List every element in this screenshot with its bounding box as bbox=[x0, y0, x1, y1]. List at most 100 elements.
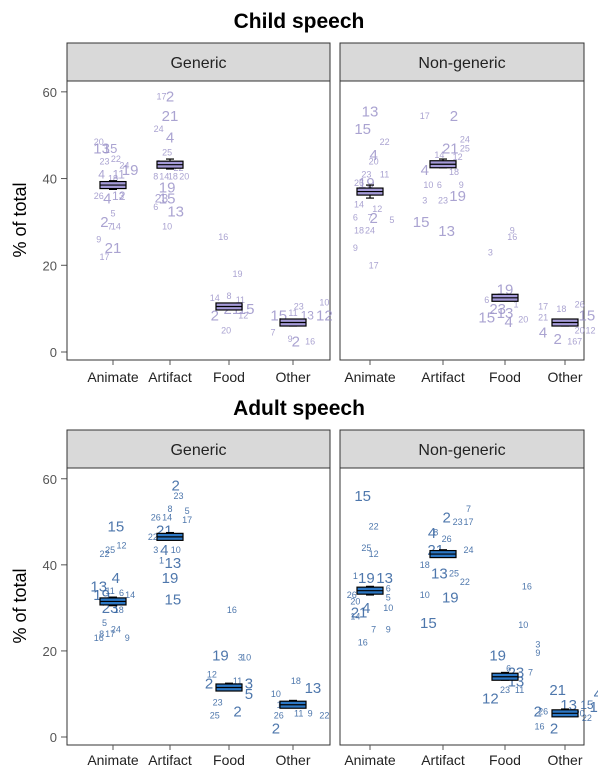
data-point-label: 20 bbox=[221, 325, 231, 335]
data-point-label: 8 bbox=[167, 504, 172, 514]
data-point-label: 24 bbox=[154, 124, 164, 134]
data-point-label: 10 bbox=[423, 180, 433, 190]
data-point-label: 20 bbox=[575, 325, 585, 335]
x-tick-label: Other bbox=[275, 369, 310, 385]
data-point-label: 13 bbox=[376, 570, 393, 587]
data-point-label: 2 bbox=[450, 108, 458, 125]
data-point-label: 19 bbox=[122, 162, 139, 179]
mean-box bbox=[156, 158, 184, 170]
y-axis-label: % of total bbox=[10, 568, 30, 643]
data-point-label: 9 bbox=[308, 708, 313, 718]
data-point-label: 21 bbox=[162, 108, 179, 125]
facet-strip bbox=[339, 42, 585, 82]
y-tick-label: 20 bbox=[43, 258, 57, 273]
data-point-label: 19 bbox=[358, 570, 375, 587]
data-point-label: 2 bbox=[369, 210, 377, 227]
x-tick-label: Animate bbox=[344, 369, 396, 385]
data-point-label: 18 bbox=[354, 226, 364, 236]
data-point-label: 9 bbox=[386, 625, 391, 635]
data-point-label: 9 bbox=[288, 334, 293, 344]
data-point-label: 13 bbox=[90, 579, 107, 596]
mean-box bbox=[99, 180, 127, 190]
data-point-label: 19 bbox=[162, 570, 179, 587]
data-point-label: 22 bbox=[148, 532, 158, 542]
data-point-label: 15 bbox=[420, 615, 437, 632]
data-point-label: 11 bbox=[288, 308, 297, 318]
chart-title: Child speech bbox=[234, 10, 365, 33]
data-point-label: 18 bbox=[114, 605, 124, 615]
chart-group-0: Child speech % of total 0 20 40 60 Generic Anim… bbox=[10, 10, 596, 385]
data-point-label: 19 bbox=[590, 699, 598, 716]
data-point-label: 4 bbox=[103, 190, 111, 207]
data-point-label: 7 bbox=[466, 504, 471, 514]
data-point-label: 6 bbox=[119, 588, 124, 598]
data-point-label: 3 bbox=[245, 675, 253, 692]
mean-box bbox=[156, 531, 184, 541]
mean-box bbox=[491, 671, 519, 681]
data-point-label: 22 bbox=[111, 154, 121, 164]
data-point-label: 13 bbox=[93, 140, 110, 157]
data-point-label: 26 bbox=[151, 513, 161, 523]
data-point-label: 23 bbox=[174, 491, 184, 501]
data-point-label: 8 bbox=[153, 172, 158, 182]
y-tick-label: 20 bbox=[43, 644, 57, 659]
data-point-label: 12 bbox=[586, 325, 596, 335]
data-point-label: 16 bbox=[227, 605, 237, 615]
data-point-label: 12 bbox=[453, 152, 463, 162]
data-point-label: 12 bbox=[372, 204, 382, 214]
data-point-label: 10 bbox=[271, 689, 281, 699]
data-point-label: 17 bbox=[369, 260, 379, 270]
data-point-label: 11 bbox=[515, 685, 524, 695]
data-point-label: 11 bbox=[112, 167, 125, 181]
data-point-label: 18 bbox=[420, 560, 430, 570]
data-point-label: 12 bbox=[369, 549, 379, 559]
data-point-label: 7 bbox=[528, 668, 533, 678]
data-point-label: 14 bbox=[159, 172, 169, 182]
data-point-label: 24 bbox=[365, 226, 375, 236]
data-point-label: 10 bbox=[383, 603, 393, 613]
data-point-label: 9 bbox=[96, 234, 101, 244]
y-tick-label: 0 bbox=[50, 730, 57, 745]
x-tick-label: Animate bbox=[87, 752, 139, 768]
data-point-label: 23 bbox=[438, 195, 448, 205]
x-tick-label: Animate bbox=[344, 752, 396, 768]
data-point-label: 1 bbox=[513, 299, 518, 309]
data-point-label: 13 bbox=[362, 104, 379, 121]
x-tick-label: Artifact bbox=[148, 369, 192, 385]
data-point-label: 19 bbox=[233, 269, 243, 279]
data-point-label: 23 bbox=[294, 302, 304, 312]
data-point-label: 5 bbox=[185, 506, 190, 516]
data-point-label: 2 bbox=[233, 703, 241, 720]
data-point-label: 11 bbox=[105, 586, 114, 596]
data-point-label: 4 bbox=[160, 542, 168, 559]
data-point-label: 16 bbox=[218, 232, 228, 242]
data-point-label: 14 bbox=[210, 293, 220, 303]
data-point-label: 2 bbox=[166, 88, 174, 105]
data-point-label: 9 bbox=[459, 180, 464, 190]
data-point-label: 2 bbox=[211, 307, 219, 324]
mean-box bbox=[356, 184, 384, 199]
data-point-label: 2 bbox=[172, 477, 180, 494]
panel-background bbox=[66, 80, 331, 361]
data-point-label: 4 bbox=[504, 314, 512, 331]
data-point-label: 18 bbox=[291, 676, 301, 686]
data-point-label: 15 bbox=[478, 310, 495, 327]
x-tick-label: Artifact bbox=[148, 752, 192, 768]
data-point-label: 26 bbox=[575, 299, 585, 309]
data-point-label: 2 bbox=[442, 510, 450, 527]
data-point-label: 20 bbox=[94, 137, 104, 147]
mean-box bbox=[429, 158, 457, 169]
data-point-label: 12 bbox=[482, 691, 499, 708]
panel-background bbox=[339, 467, 585, 746]
data-point-label: 15 bbox=[354, 121, 371, 138]
x-tick-label: Other bbox=[547, 752, 582, 768]
data-point-label: 21 bbox=[442, 140, 459, 157]
data-point-label: 8 bbox=[433, 528, 438, 538]
data-point-label: 19 bbox=[449, 188, 466, 205]
data-point-label: 17 bbox=[464, 517, 474, 527]
data-point-label: 9 bbox=[535, 648, 540, 658]
data-point-label: 2 bbox=[100, 214, 108, 231]
mean-box bbox=[215, 682, 243, 692]
